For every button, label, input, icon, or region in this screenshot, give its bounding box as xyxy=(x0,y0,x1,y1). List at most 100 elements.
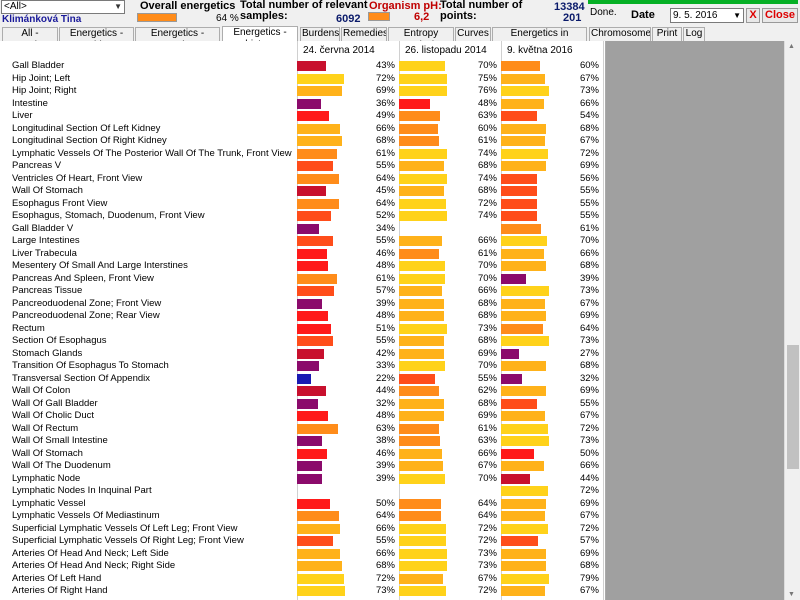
table-row[interactable]: Hip Joint; Right 69% 76% 73% xyxy=(0,85,605,98)
energy-value: 66% xyxy=(477,285,497,296)
table-row[interactable]: Esophagus, Stomach, Duodenum, Front View… xyxy=(0,210,605,223)
row-label: Transition Of Esophagus To Stomach xyxy=(12,360,169,371)
table-row[interactable]: Liver Trabecula 46% 61% 66% xyxy=(0,248,605,261)
table-row[interactable]: Superficial Lymphatic Vessels Of Left Le… xyxy=(0,523,605,536)
table-row[interactable]: Wall Of Stomach 46% 66% 50% xyxy=(0,448,605,461)
tab-log[interactable]: Log xyxy=(683,27,705,41)
table-row[interactable]: Lymphatic Vessels Of The Posterior Wall … xyxy=(0,148,605,161)
table-row[interactable]: Lymphatic Node 39% 70% 44% xyxy=(0,473,605,486)
tab-energetics-overview[interactable]: Energetics - overview xyxy=(135,27,220,41)
energy-bar xyxy=(399,411,444,421)
energy-bar xyxy=(399,261,445,271)
tab-energetics-table[interactable]: Energetics - table xyxy=(59,27,134,41)
tab-energetics-history[interactable]: Energetics - history xyxy=(222,26,298,41)
energy-value: 38% xyxy=(375,435,395,446)
energy-value: 73% xyxy=(477,547,497,559)
energy-value: 61% xyxy=(477,135,497,146)
scroll-thumb[interactable] xyxy=(787,345,799,469)
energy-bar xyxy=(399,173,447,184)
tab-remedies[interactable]: Remedies xyxy=(341,27,387,41)
table-row[interactable]: Arteries Of Head And Neck; Left Side 66% 7… xyxy=(0,548,605,561)
table-row[interactable]: Transversal Section Of Appendix 22% 55% 32% xyxy=(0,373,605,386)
table-row[interactable]: Large Intestines 55% 66% 70% xyxy=(0,235,605,248)
tab-all-overview[interactable]: All - overview xyxy=(2,27,58,41)
ph-bar xyxy=(368,12,390,21)
table-row[interactable]: Rectum 51% 73% 64% xyxy=(0,323,605,336)
table-row[interactable]: Lymphatic Nodes In Inquinal Part 72% xyxy=(0,485,605,498)
table-row[interactable]: Mesentery Of Small And Large Interstines… xyxy=(0,260,605,273)
tab-energetics-in-pentagram[interactable]: Energetics in pentagram xyxy=(492,27,587,41)
row-label: Large Intestines xyxy=(12,235,80,246)
energy-value: 68% xyxy=(477,397,497,409)
tab-print[interactable]: Print xyxy=(652,27,682,41)
energy-value: 73% xyxy=(579,85,599,96)
energy-value: 56% xyxy=(579,172,599,184)
table-row[interactable]: Esophagus Front View 64% 72% 55% xyxy=(0,198,605,211)
tab-entropy-analysis[interactable]: Entropy analysis xyxy=(388,27,454,41)
table-row[interactable]: Wall Of Rectum 63% 61% 72% xyxy=(0,423,605,436)
energy-bar xyxy=(297,123,340,134)
scroll-up-icon[interactable]: ▲ xyxy=(788,43,795,50)
close-icon-button[interactable]: X xyxy=(746,8,760,23)
overall-energetics-label: Overall energetics xyxy=(140,0,236,12)
table-row[interactable]: Pancreoduodenal Zone; Rear View 48% 68% 69% xyxy=(0,310,605,323)
table-row[interactable]: Wall Of The Duodenum 39% 67% 66% xyxy=(0,460,605,473)
energy-value: 68% xyxy=(375,560,395,571)
table-row[interactable]: Pancreas V 55% 68% 69% xyxy=(0,160,605,173)
table-row[interactable]: Lymphatic Vessel 50% 64% 69% xyxy=(0,498,605,511)
date-select[interactable]: 9. 5. 2016 ▼ xyxy=(670,8,744,23)
energy-value: 66% xyxy=(375,522,395,534)
table-row[interactable]: Longitudinal Section Of Left Kidney 66% 60… xyxy=(0,123,605,136)
table-row[interactable]: Superficial Lymphatic Vessels Of Right L… xyxy=(0,535,605,548)
table-row[interactable]: Wall Of Colon 44% 62% 69% xyxy=(0,385,605,398)
energy-bar xyxy=(297,323,331,334)
table-row[interactable]: Pancreas And Spleen, Front View 61% 70% 39% xyxy=(0,273,605,286)
tab-chromosomes[interactable]: Chromosomes xyxy=(589,27,651,41)
table-row[interactable]: Wall Of Cholic Duct 48% 69% 67% xyxy=(0,410,605,423)
table-row[interactable]: Wall Of Small Intestine 38% 63% 73% xyxy=(0,435,605,448)
energy-bar xyxy=(297,536,333,546)
tab-curves[interactable]: Curves xyxy=(455,27,491,41)
table-row[interactable]: Arteries Of Left Hand 72% 67% 79% xyxy=(0,573,605,586)
energy-value: 52% xyxy=(375,210,395,221)
energy-value: 66% xyxy=(477,235,497,246)
energy-bar xyxy=(501,586,545,596)
table-row[interactable]: Hip Joint; Left 72% 75% 67% xyxy=(0,73,605,86)
energy-value: 61% xyxy=(477,247,497,259)
table-row[interactable]: Arteries Of Head And Neck; Right Side 68%… xyxy=(0,560,605,573)
tab-burdens[interactable]: Burdens xyxy=(300,27,340,41)
table-row[interactable]: Arteries Of Right Hand 73% 72% 67% xyxy=(0,585,605,598)
table-row[interactable]: Transition Of Esophagus To Stomach 33% 70%… xyxy=(0,360,605,373)
table-row[interactable]: Intestine 36% 48% 66% xyxy=(0,98,605,111)
energy-value: 68% xyxy=(579,560,599,571)
energy-bar xyxy=(297,498,330,509)
scroll-down-icon[interactable]: ▼ xyxy=(788,591,795,598)
row-label: Pancreas V xyxy=(12,160,62,171)
table-row[interactable]: Ventricles Of Heart, Front View 64% 74% 56% xyxy=(0,173,605,186)
table-row[interactable]: Longitudinal Section Of Right Kidney 68% 6… xyxy=(0,135,605,148)
energetics-history-grid: 24. června 2014 26. listopadu 2014 9. kv… xyxy=(0,41,606,600)
column-header-3[interactable]: 9. května 2016 xyxy=(507,45,573,56)
energy-value: 61% xyxy=(375,147,395,159)
table-row[interactable]: Section Of Esophagus 55% 68% 73% xyxy=(0,335,605,348)
table-row[interactable]: Liver 49% 63% 54% xyxy=(0,110,605,123)
table-row[interactable]: Wall Of Stomach 45% 68% 55% xyxy=(0,185,605,198)
table-row[interactable]: Wall Of Gall Bladder 32% 68% 55% xyxy=(0,398,605,411)
row-label: Lymphatic Node xyxy=(12,472,81,484)
energy-bar xyxy=(399,523,446,534)
energy-value: 54% xyxy=(579,110,599,121)
row-label: Arteries Of Left Hand xyxy=(12,572,102,584)
table-row[interactable]: Stomach Glands 42% 69% 27% xyxy=(0,348,605,361)
column-header-2[interactable]: 26. listopadu 2014 xyxy=(405,45,487,56)
group-select[interactable]: <All> ▼ xyxy=(1,0,125,14)
close-button[interactable]: Close xyxy=(762,8,798,23)
column-header-1[interactable]: 24. června 2014 xyxy=(303,45,375,56)
table-row[interactable]: Lymphatic Vessels Of Mediastinum 64% 64% 67… xyxy=(0,510,605,523)
table-row[interactable]: Gall Bladder 43% 70% 60% xyxy=(0,60,605,73)
table-row[interactable]: Gall Bladder V 34% 61% xyxy=(0,223,605,236)
table-row[interactable]: Pancreoduodenal Zone; Front View 39% 68% 67… xyxy=(0,298,605,311)
energy-bar xyxy=(399,323,447,334)
vertical-scrollbar[interactable]: ▲ ▼ xyxy=(784,41,800,600)
energy-value: 72% xyxy=(477,585,497,596)
table-row[interactable]: Pancreas Tissue 57% 66% 73% xyxy=(0,285,605,298)
